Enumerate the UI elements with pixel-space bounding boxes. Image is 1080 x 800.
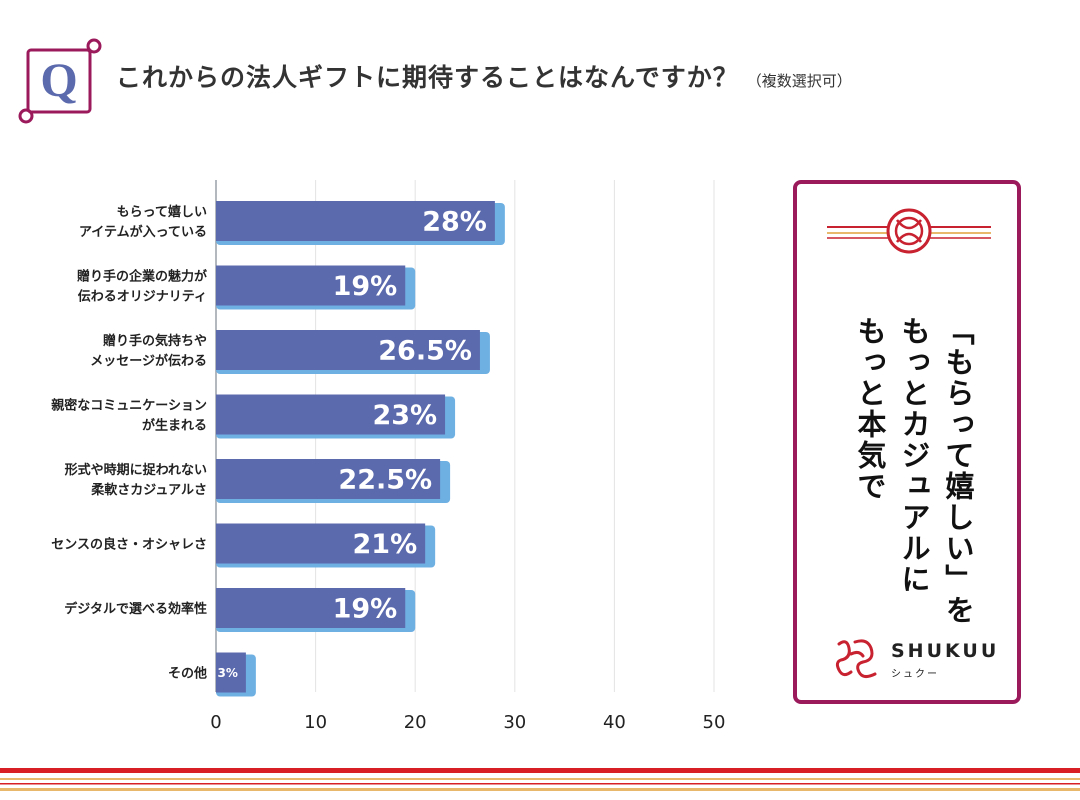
brand-name: SHUKUU — [891, 640, 1000, 662]
bar-value-label: 19% — [333, 271, 398, 302]
bar — [216, 523, 426, 564]
bar — [216, 588, 406, 628]
category-label: センスの良さ・オシャレさ — [51, 537, 207, 553]
bar — [216, 652, 246, 693]
title-text: これからの法人ギフトに期待することはなんですか？ — [116, 63, 739, 92]
bar-value-label: 23% — [372, 400, 437, 431]
category-label: アイテムが入っている — [79, 224, 207, 240]
brand-kana: シュクー — [891, 669, 939, 680]
bar-value-label: 19% — [333, 594, 398, 625]
bar — [216, 394, 446, 435]
bar — [216, 201, 495, 241]
x-tick-label: 30 — [503, 712, 526, 733]
bar-value-label: 21% — [353, 529, 418, 560]
footer-decoration — [0, 768, 1080, 791]
category-label: その他 — [168, 666, 207, 682]
category-label: 形式や時期に捉われない — [65, 462, 207, 478]
category-label: 親密なコミュニケーション — [51, 398, 207, 414]
x-tick-label: 20 — [404, 712, 427, 733]
bar — [216, 265, 406, 306]
category-label: 贈り手の気持ちや — [103, 333, 207, 349]
page-title: これからの法人ギフトに期待することはなんですか？ （複数選択可） — [116, 58, 852, 94]
message-card: 「もらって嬉しい」を もっとカジュアルに もっと本気で SHUKUU シュクー — [793, 180, 1021, 704]
bar-value-label: 28% — [422, 207, 487, 238]
category-label: 贈り手の企業の魅力が — [77, 269, 207, 285]
card-message-line-2: もっとカジュアルに — [897, 316, 931, 595]
shukuu-brand-logo: SHUKUU シュクー — [833, 636, 1003, 686]
bar-value-label: 3% — [218, 666, 238, 680]
bar-value-label: 22.5% — [338, 465, 432, 496]
bar-value-label: 26.5% — [378, 336, 472, 367]
q-logo-icon: Q — [18, 38, 102, 124]
x-tick-label: 10 — [304, 712, 327, 733]
q-letter: Q — [40, 54, 77, 107]
x-tick-label: 0 — [210, 712, 221, 733]
card-message-line-3: もっと本気で — [853, 316, 887, 502]
title-subtitle: （複数選択可） — [746, 72, 852, 90]
shukuu-mark-icon — [835, 639, 877, 679]
category-label: デジタルで選べる効率性 — [64, 601, 207, 617]
bar — [216, 330, 480, 370]
category-label: 柔軟さカジュアルさ — [90, 482, 207, 498]
category-label: 伝わるオリジナリティ — [78, 289, 207, 305]
x-tick-label: 40 — [603, 712, 626, 733]
category-label: が生まれる — [142, 418, 207, 434]
category-label: もらって嬉しい — [117, 204, 207, 220]
mizuhiki-knot-icon — [827, 208, 991, 254]
card-message-line-1: 「もらって嬉しい」を — [941, 316, 975, 626]
bar — [216, 459, 441, 499]
x-tick-label: 50 — [703, 712, 726, 733]
category-label: メッセージが伝わる — [90, 353, 207, 369]
